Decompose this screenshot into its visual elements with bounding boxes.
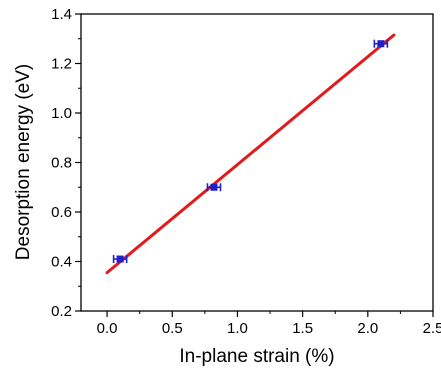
x-tick-label: 0.0: [97, 320, 118, 337]
ticks: [75, 13, 434, 317]
data-point: [377, 40, 385, 48]
y-tick-label: 1.0: [51, 105, 72, 122]
y-tick-label: 0.4: [51, 254, 72, 271]
x-tick-label: 1.0: [227, 320, 248, 337]
x-tick-label: 1.5: [292, 320, 313, 337]
y-tick-label: 1.2: [51, 56, 72, 73]
x-tick-label: 0.5: [162, 320, 183, 337]
x-axis-title: In-plane strain (%): [179, 346, 334, 367]
fit-line: [105, 33, 396, 275]
tick-labels: 0.0 0.5 1.0 1.5 2.0 2.5 0.2 0.4 0.6 0.8 1.0 1.2 1.4: [51, 6, 441, 337]
data-point: [210, 183, 218, 191]
data-point: [116, 255, 124, 263]
y-tick-label: 0.2: [51, 303, 72, 320]
y-tick-label: 1.4: [51, 6, 72, 23]
x-tick-label: 2.5: [423, 320, 441, 337]
y-tick-label: 0.6: [51, 204, 72, 221]
y-axis-title: Desorption energy (eV): [13, 64, 34, 260]
plot-area: [80, 13, 434, 312]
y-tick-label: 0.8: [51, 155, 72, 172]
x-tick-label: 2.0: [357, 320, 378, 337]
series: [105, 33, 396, 275]
